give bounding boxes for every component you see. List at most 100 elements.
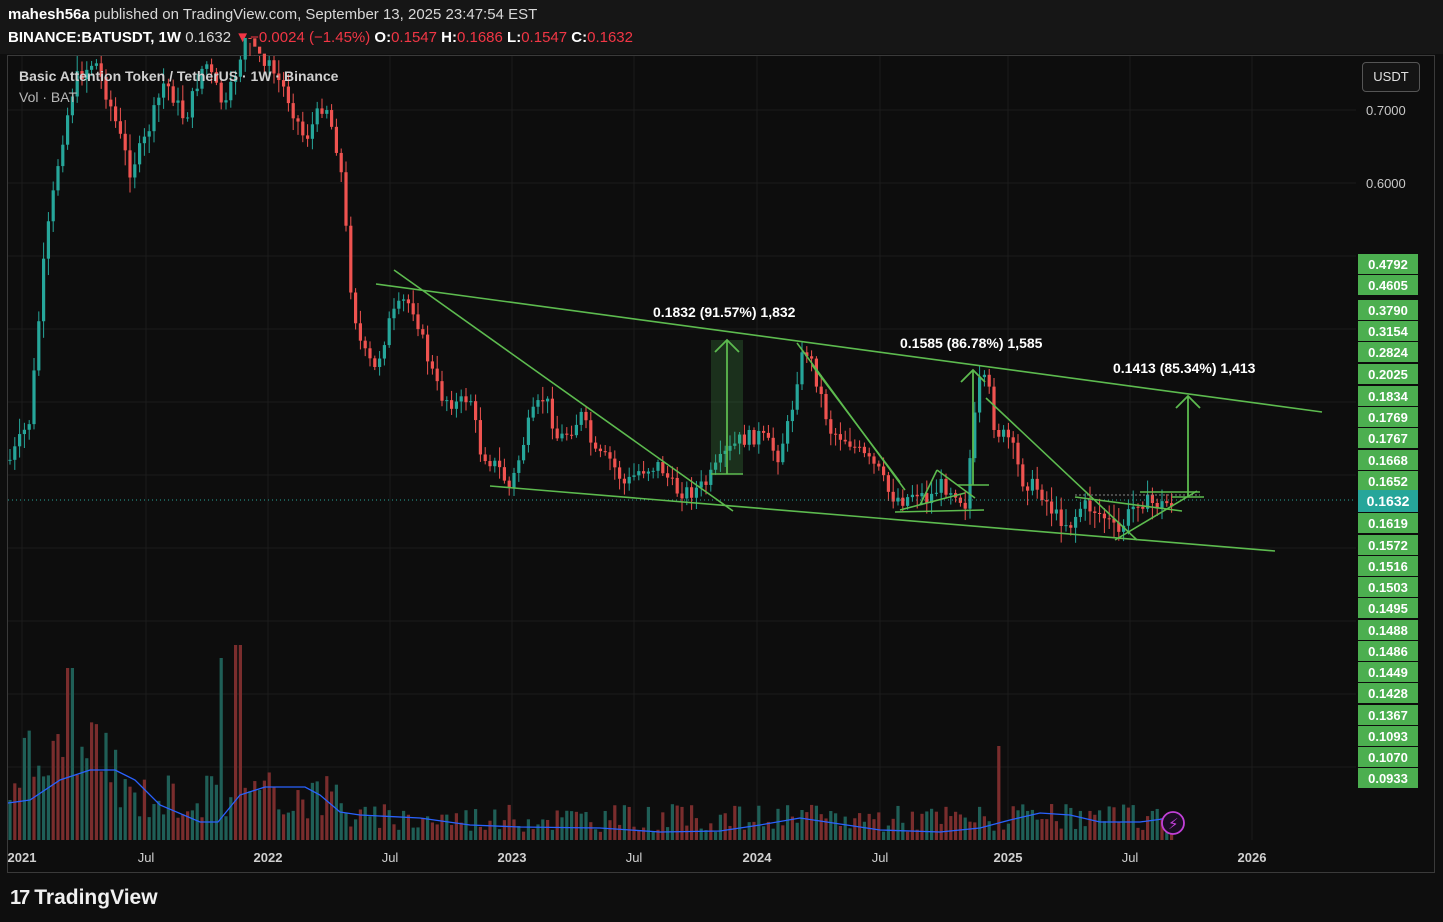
candle-body xyxy=(61,144,65,167)
volume-bar xyxy=(253,781,257,840)
candle-body xyxy=(915,494,919,497)
currency-button[interactable]: USDT xyxy=(1362,62,1420,92)
price-label-bg xyxy=(1358,471,1418,491)
price-label-bg xyxy=(1358,747,1418,767)
volume-bar xyxy=(891,818,895,840)
candle-body xyxy=(1088,500,1092,512)
volume-bar xyxy=(210,776,214,840)
candle-body xyxy=(810,356,814,359)
volume-bar xyxy=(426,816,430,840)
ohlc-high-value: 0.1686 xyxy=(456,29,503,46)
candle-body xyxy=(1054,509,1058,514)
volume-bar xyxy=(358,809,362,840)
candle-body xyxy=(186,117,190,119)
candle-body xyxy=(378,358,382,367)
volume-bar xyxy=(757,805,761,840)
candle-body xyxy=(1002,429,1006,437)
price-label: 0.1093 xyxy=(1368,729,1408,744)
volume-bar xyxy=(877,812,881,840)
price-label-bg xyxy=(1358,275,1418,295)
volume-bar xyxy=(646,806,650,840)
candle-body xyxy=(570,434,574,436)
volume-bar xyxy=(320,815,324,840)
price-label-bg xyxy=(1358,450,1418,470)
price-label: 0.2824 xyxy=(1368,345,1409,360)
volume-bar xyxy=(776,808,780,840)
price-label: 0.1572 xyxy=(1368,538,1408,553)
candle-body xyxy=(1136,506,1140,508)
time-axis: 2021 Jul 2022 Jul 2023 Jul 2024 Jul 2025 Jul 2026 xyxy=(8,850,1267,865)
candle-body xyxy=(646,471,650,474)
candle-body xyxy=(565,433,569,435)
candle-body xyxy=(507,480,511,488)
price-labels: 0.4792 0.4605 0.3790 0.3154 0.2824 0.2025 0.18… xyxy=(1358,254,1418,788)
volume-ma-line xyxy=(7,769,1171,833)
candle-body xyxy=(733,443,737,446)
price-label: 0.1503 xyxy=(1368,580,1408,595)
candle-body xyxy=(18,434,22,447)
volume-bar xyxy=(723,813,727,840)
author-name[interactable]: mahesh56a xyxy=(8,6,90,23)
volume-bar xyxy=(464,810,468,840)
volume-bar xyxy=(37,765,41,840)
volume-bar xyxy=(666,827,670,840)
pattern-line xyxy=(393,269,734,512)
pattern-line xyxy=(489,485,1276,552)
candle-body xyxy=(560,433,564,439)
volume-bar xyxy=(1035,819,1039,840)
volume-bar xyxy=(1102,821,1106,840)
candle-body xyxy=(531,406,535,418)
candle-body xyxy=(589,420,593,443)
candle-body xyxy=(858,446,862,448)
volume-bar xyxy=(704,830,708,840)
candle-body xyxy=(709,469,713,485)
volume-bar xyxy=(987,821,991,840)
candle-body xyxy=(1006,429,1010,438)
candle-body xyxy=(699,481,703,488)
candle-body xyxy=(694,487,698,498)
chart-legend-title[interactable]: Basic Attention Token / TetherUS · 1W · … xyxy=(19,68,339,84)
price-label: 0.4792 xyxy=(1368,257,1408,272)
candle-body xyxy=(296,118,300,122)
price-label: 0.1449 xyxy=(1368,665,1408,680)
volume-bar xyxy=(1083,826,1087,840)
volume-bar xyxy=(282,814,286,840)
volume-bar xyxy=(680,806,684,840)
price-label: 0.1668 xyxy=(1368,453,1408,468)
volume-bar xyxy=(291,810,295,840)
candle-body xyxy=(944,478,948,495)
price-label-bg xyxy=(1358,556,1418,576)
chart-frame[interactable] xyxy=(7,55,1435,873)
time-axis-label: 2026 xyxy=(1238,850,1267,865)
volume-bar xyxy=(354,819,358,840)
candle-body xyxy=(670,477,674,479)
volume-bar xyxy=(75,774,79,840)
candle-body xyxy=(757,430,761,445)
candle-body xyxy=(248,37,252,39)
measured-move-arrows xyxy=(711,338,1204,498)
price-label: 0.1652 xyxy=(1368,474,1408,489)
volume-bar xyxy=(51,740,55,840)
candle-body xyxy=(1059,509,1063,527)
symbol-name[interactable]: BINANCE:BATUSDT, 1W xyxy=(8,29,182,46)
pattern-line xyxy=(1074,496,1183,512)
candle-body xyxy=(210,64,214,73)
volume-bar xyxy=(176,817,180,840)
candle-body xyxy=(949,493,953,495)
pattern-line xyxy=(936,469,976,499)
candle-body xyxy=(1146,494,1150,509)
candle-body xyxy=(166,83,170,87)
volume-bar xyxy=(1054,821,1058,840)
volume-bar xyxy=(142,779,146,840)
candle-body xyxy=(267,60,271,66)
volume-bar xyxy=(550,829,554,840)
candle-body xyxy=(306,135,310,139)
candle-body xyxy=(478,420,482,455)
volume-legend[interactable]: Vol · BAT xyxy=(19,89,78,105)
candle-body xyxy=(416,314,420,330)
tradingview-logo[interactable]: 17 TradingView xyxy=(10,886,158,910)
alert-icon xyxy=(1161,811,1185,835)
time-axis-label: Jul xyxy=(382,850,399,865)
volume-bar xyxy=(66,668,70,840)
